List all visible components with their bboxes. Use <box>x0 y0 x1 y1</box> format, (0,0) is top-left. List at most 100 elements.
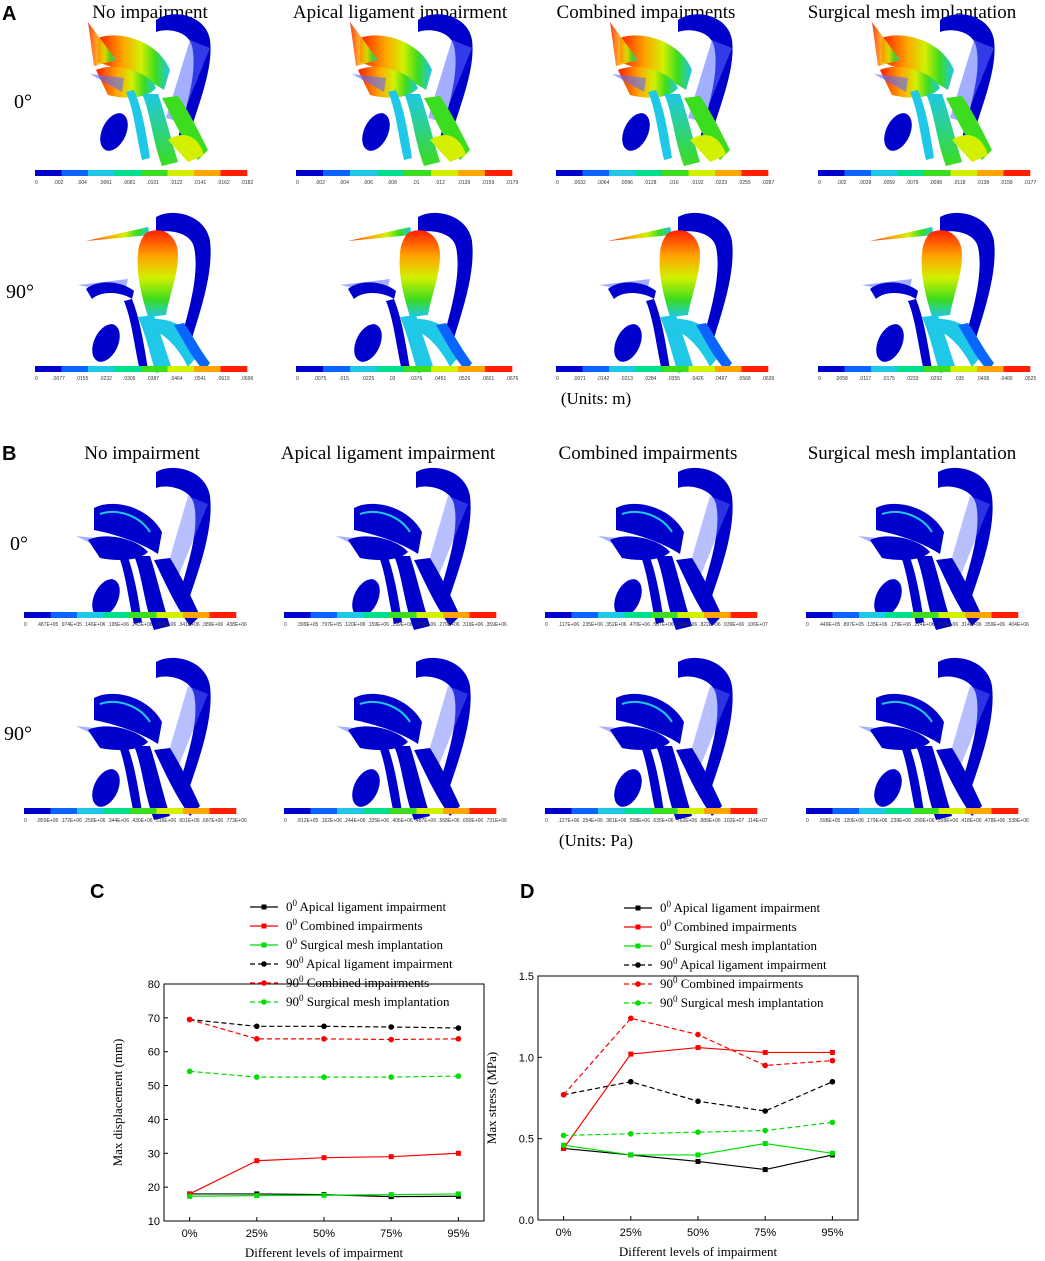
colorbar-a-0-no-impairment-tick-label: .0141 <box>194 180 207 186</box>
colorbar-a-90-apical-tick-label: .0601 <box>482 376 495 382</box>
colorbar-b-0-combined-tick-label: .939E+06 <box>723 622 745 628</box>
a-image-0-no-impairment <box>88 14 211 166</box>
colorbar-b-0-mesh-tick-label: .897E+05 <box>842 622 864 628</box>
y-tick-label: 0.0 <box>519 1215 534 1227</box>
legend-label: 900 Combined impairments <box>660 975 803 991</box>
panel-label-c: C <box>90 881 104 903</box>
colorbar-a-0-no-impairment-segment <box>141 170 168 176</box>
colorbar-b-0-apical-tick-label: .159E+06 <box>367 622 389 628</box>
colorbar-a-0-apical-segment <box>431 170 459 176</box>
data-point <box>561 1142 567 1148</box>
colorbar-b-90-mesh-tick-label: .418E+06 <box>960 818 982 824</box>
colorbar-b-90-mesh-tick-label: .598E+05 <box>819 818 841 824</box>
b-image-0-no-impairment <box>75 466 212 631</box>
colorbar-a-90-mesh-segment <box>950 366 978 372</box>
colorbar-a-0-no-impairment-tick-label: .0101 <box>147 180 160 186</box>
data-point <box>628 1078 634 1085</box>
colorbar-b-90-combined-tick-label: .254E+06 <box>581 818 603 824</box>
colorbar-a-0-apical-tick-label: 0 <box>296 180 299 186</box>
colorbar-b-90-no-impairment-tick-label: .687E+06 <box>202 818 224 824</box>
colorbar-a-0-no-impairment-tick-label: .002 <box>54 180 64 186</box>
colorbar-b-0-mesh-tick-label: .179E+06 <box>889 622 911 628</box>
colorbar-a-0-apical-tick-label: .0179 <box>506 180 519 186</box>
legend-label: 900 Surgical mesh implantation <box>660 994 824 1010</box>
colorbar-b-90-no-impairment-segment <box>50 808 78 814</box>
x-axis-label: Different levels of impairment <box>619 1244 778 1259</box>
a-title-mesh: Surgical mesh implantation <box>808 2 1017 23</box>
colorbar-b-90-apical-segment <box>363 808 391 814</box>
colorbar-a-0-combined-segment <box>715 170 742 176</box>
colorbar-b-0-combined-segment <box>545 612 572 618</box>
y-tick-label: 60 <box>148 1047 160 1059</box>
colorbar-b-90-combined: 0 .127E+06.254E+06.381E+06.508E+06.635E+0… <box>545 808 768 824</box>
colorbar-b-90-mesh-tick-label: .538E+06 <box>1007 818 1029 824</box>
colorbar-a-0-apical-segment <box>485 170 513 176</box>
colorbar-b-0-no-impairment-tick-label: .292E+06 <box>155 622 177 628</box>
data-point <box>321 1155 327 1161</box>
colorbar-b-90-combined-segment <box>545 808 572 814</box>
colorbar-b-0-no-impairment-tick-label: .195E+06 <box>107 622 129 628</box>
data-point <box>253 1036 260 1042</box>
colorbar-b-0-apical-tick-label: .359E+06 <box>485 622 507 628</box>
panel-label-b: B <box>2 443 16 465</box>
colorbar-a-0-apical-segment <box>350 170 378 176</box>
colorbar-b-90-no-impairment-tick-label: .516E+06 <box>155 818 177 824</box>
plot-frame <box>163 983 485 1222</box>
colorbar-a-90-combined-tick-label: .0497 <box>715 376 728 382</box>
colorbar-a-0-no-impairment-segment <box>220 170 248 176</box>
colorbar-b-0-mesh: 0 .449E+05.897E+05.135E+06.179E+06.224E+0… <box>806 612 1029 628</box>
legend-label: 00 Apical ligament impairment <box>286 898 446 914</box>
colorbar-a-0-apical: 0 .002 .004 .006 .008 .01 .012 .0139 .0159 .0179 <box>296 170 518 186</box>
y-tick-label: 30 <box>148 1148 160 1160</box>
x-tick-label: 0% <box>182 1228 198 1240</box>
a-image-0-mesh <box>872 14 995 166</box>
colorbar-a-90-combined-tick-label: .0071 <box>573 376 586 382</box>
colorbar-a-90-apical-segment <box>323 366 351 372</box>
colorbar-a-90-mesh-segment <box>818 366 845 372</box>
colorbar-a-0-mesh-tick-label: .0118 <box>953 180 965 186</box>
colorbar-a-0-combined-segment <box>609 170 636 176</box>
colorbar-b-0-mesh-tick-label: .449E+05 <box>819 622 841 628</box>
colorbar-a-0-apical-segment <box>377 170 405 176</box>
colorbar-b-90-no-impairment-tick-label: .601E+06 <box>178 818 200 824</box>
colorbar-b-90-apical-segment <box>337 808 364 814</box>
y-tick-label: 70 <box>148 1013 160 1025</box>
colorbar-a-0-combined-segment <box>741 170 769 176</box>
colorbar-b-90-mesh-segment <box>965 808 992 814</box>
b-image-90-no-impairment <box>75 656 212 821</box>
colorbar-a-90-no-impairment-tick-label: .0464 <box>170 376 183 382</box>
colorbar-b-0-no-impairment-tick-label: .389E+06 <box>202 622 224 628</box>
b-title-apical: Apical ligament impairment <box>281 443 496 464</box>
legend-label: 00 Surgical mesh implantation <box>286 936 443 952</box>
data-point <box>695 1031 701 1038</box>
y-tick-label: 1.0 <box>519 1052 534 1064</box>
data-point <box>455 1073 462 1079</box>
colorbar-a-0-no-impairment-tick-label: .0122 <box>170 180 183 186</box>
colorbar-b-0-combined-tick-label: .470E+06 <box>628 622 650 628</box>
colorbar-a-90-mesh-tick-label: .0466 <box>1000 376 1013 382</box>
colorbar-a-0-combined-segment <box>556 170 583 176</box>
colorbar-b-0-combined-segment <box>704 612 731 618</box>
colorbar-b-90-no-impairment-segment <box>156 808 184 814</box>
colorbar-b-0-mesh-tick-label: .359E+06 <box>984 622 1006 628</box>
legend-marker <box>635 981 641 987</box>
colorbar-b-0-no-impairment-segment <box>103 612 131 618</box>
colorbar-b-90-apical-tick-label: .568E+06 <box>438 818 460 824</box>
colorbar-b-90-combined-tick-label: 0 <box>545 818 548 824</box>
colorbar-b-90-no-impairment: 0 .859E+05.172E+06.258E+06.344E+06.430E+0… <box>24 808 247 824</box>
colorbar-a-90-mesh-tick-label: .0408 <box>977 376 990 382</box>
colorbar-b-0-no-impairment-segment <box>24 612 51 618</box>
data-point <box>560 1132 567 1139</box>
colorbar-a-90-combined-tick-label: .0142 <box>597 376 610 382</box>
colorbar-b-90-combined-segment <box>598 808 625 814</box>
data-point <box>762 1127 768 1134</box>
data-point <box>388 1192 394 1198</box>
legend-label: 900 Apical ligament impairment <box>286 955 453 971</box>
colorbar-b-90-combined-tick-label: .508E+06 <box>628 818 650 824</box>
colorbar-a-0-mesh-tick-label: .0138 <box>977 180 990 186</box>
legend-label: 900 Surgical mesh implantation <box>286 993 450 1009</box>
colorbar-b-90-mesh-segment <box>832 808 860 814</box>
data-point <box>628 1130 634 1137</box>
colorbar-a-0-mesh-tick-label: .0039 <box>859 180 872 186</box>
colorbar-b-90-apical-tick-label: .244E+06 <box>344 818 366 824</box>
